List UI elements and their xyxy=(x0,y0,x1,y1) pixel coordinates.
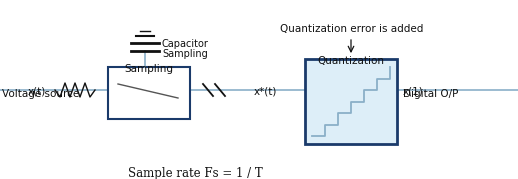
Text: Quantization: Quantization xyxy=(318,56,384,66)
Text: Sampling: Sampling xyxy=(162,49,208,59)
Text: x*(t): x*(t) xyxy=(253,87,277,97)
Text: Digital O/P: Digital O/P xyxy=(403,89,458,99)
Text: Sampling: Sampling xyxy=(124,64,174,74)
Text: Voltage source: Voltage source xyxy=(2,89,79,99)
Text: x(1): x(1) xyxy=(403,87,424,97)
Bar xyxy=(305,59,397,144)
Text: Quantization error is added: Quantization error is added xyxy=(280,24,423,34)
Bar xyxy=(108,67,190,119)
Text: x(t): x(t) xyxy=(28,87,46,97)
Text: Sample rate Fs = 1 / T: Sample rate Fs = 1 / T xyxy=(127,167,263,179)
Text: Capacitor: Capacitor xyxy=(162,39,209,49)
